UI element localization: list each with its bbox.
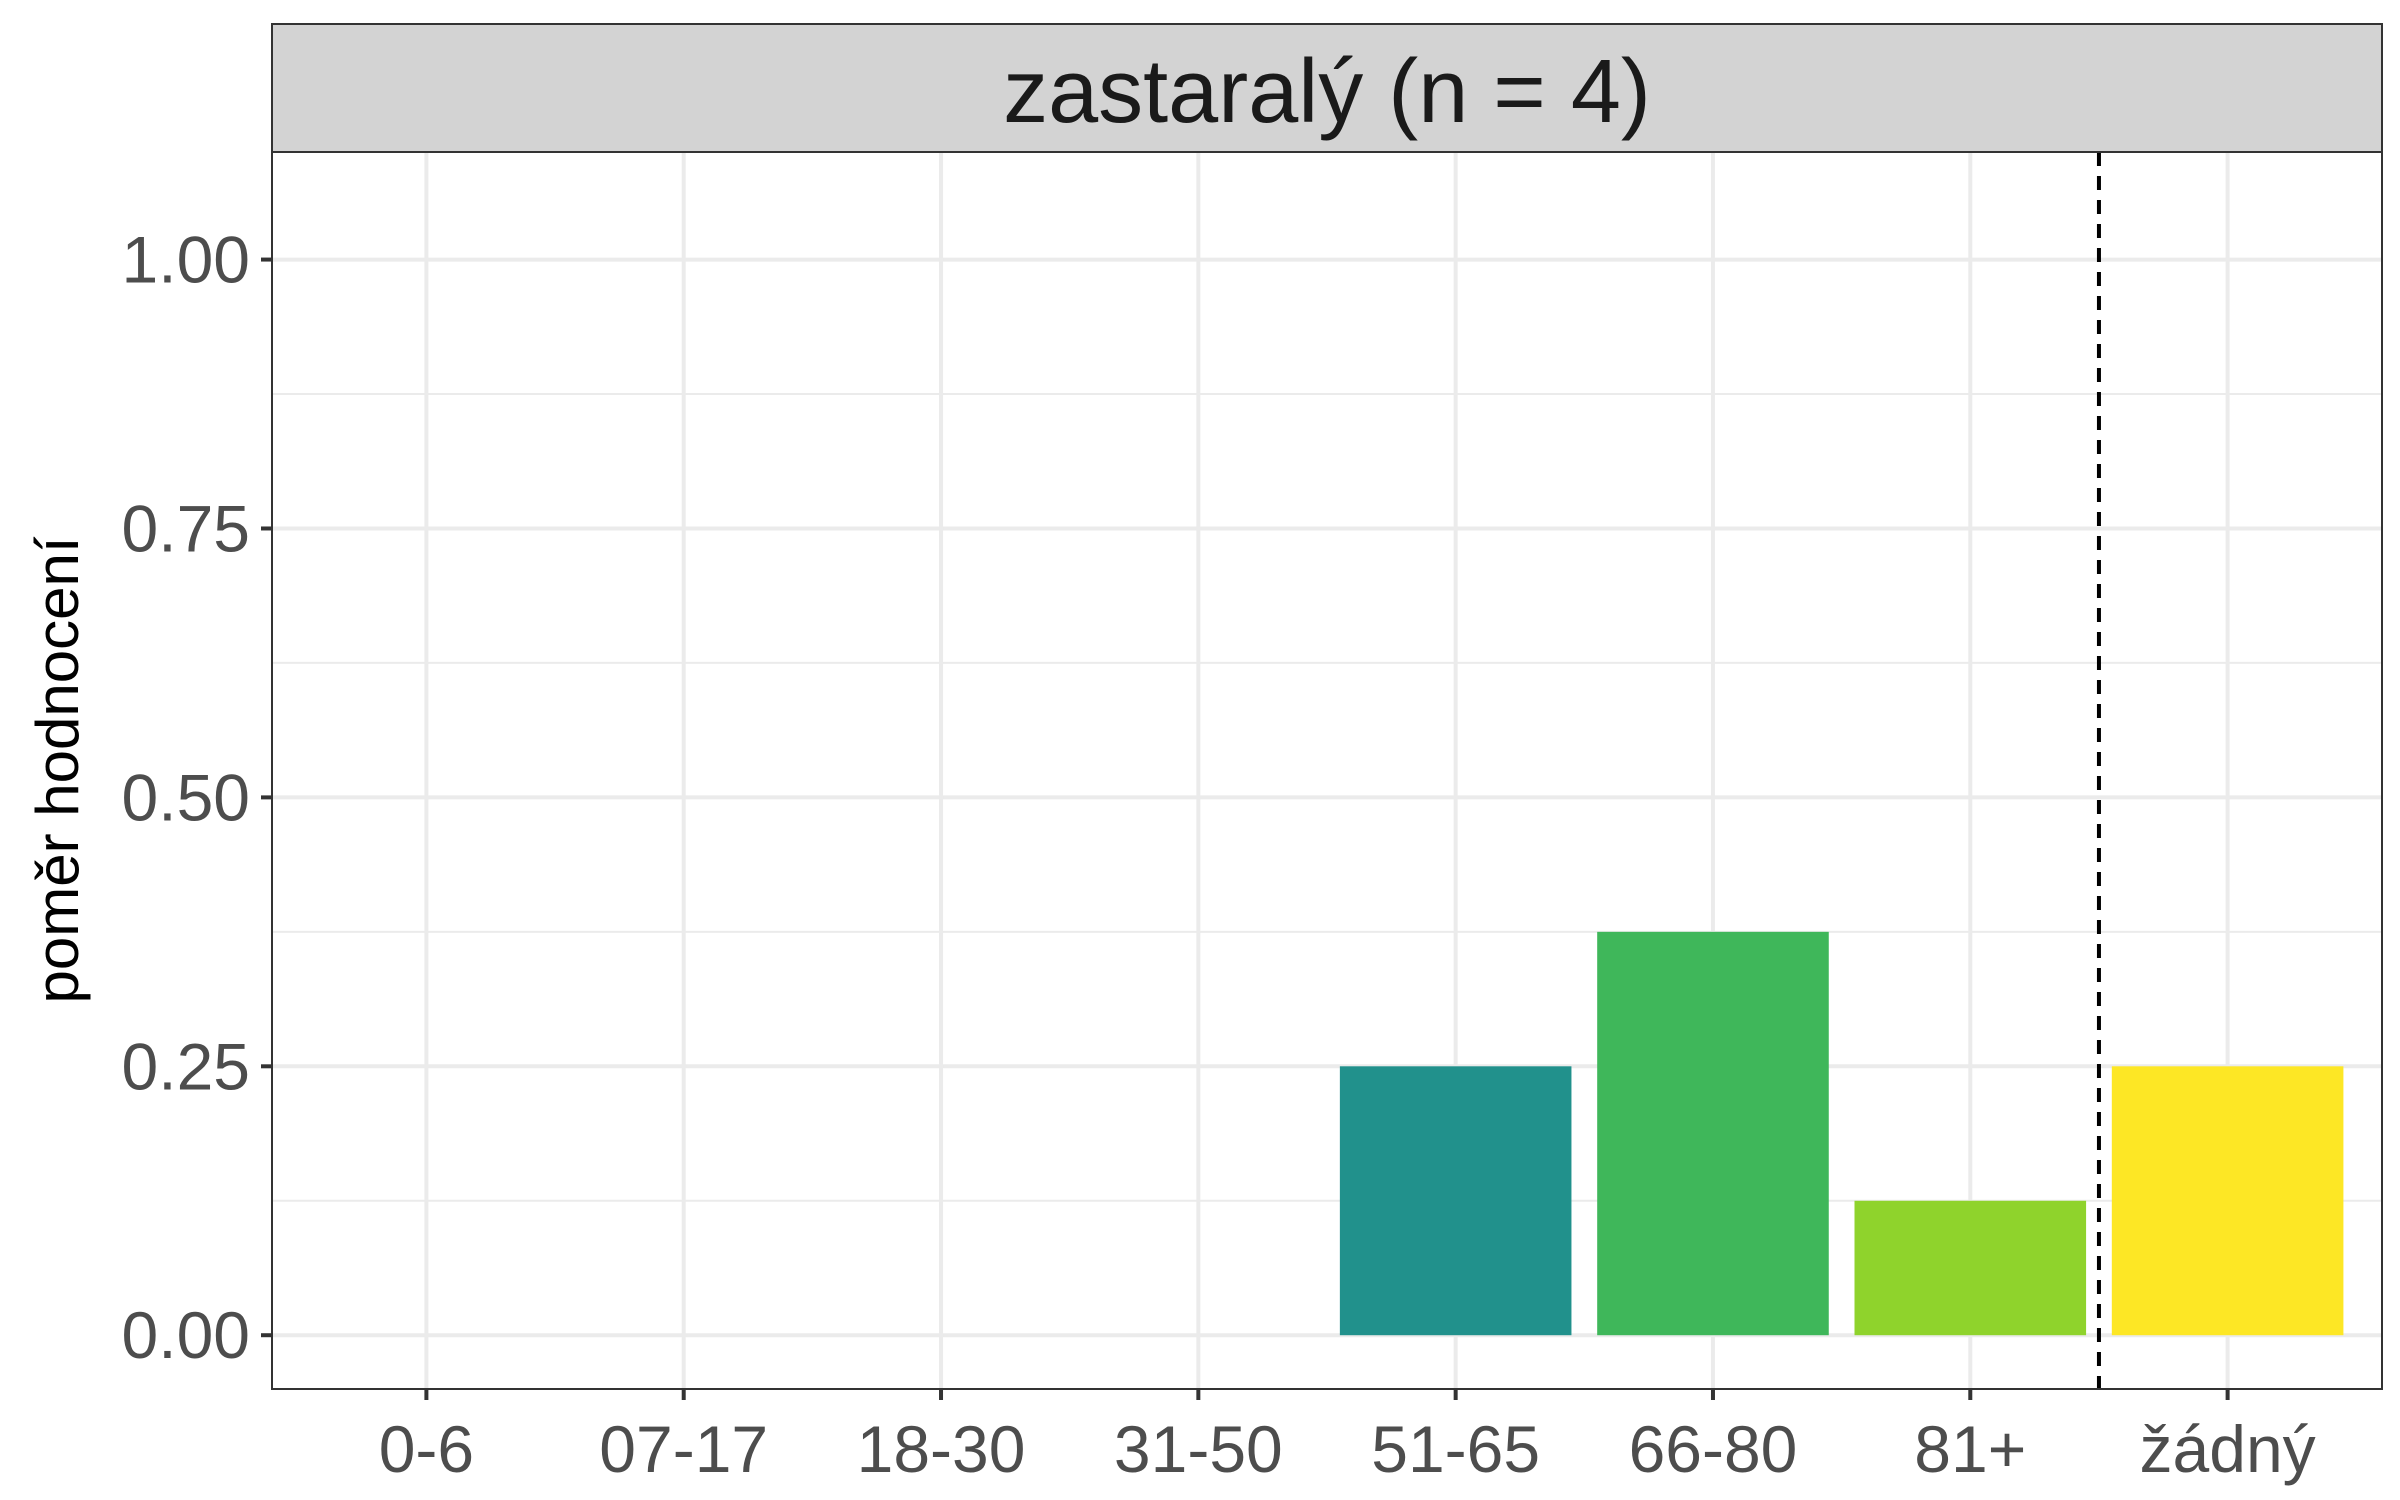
strip-background: [271, 23, 2383, 153]
x-axis: 0-6 07-17 18-30 31-50 51-65 66-80 81+ žádný: [379, 1389, 2316, 1486]
y-tick-label: 0.00: [122, 1298, 250, 1372]
x-tick-label: 66-80: [1629, 1412, 1798, 1486]
x-tick-label: 18-30: [857, 1412, 1026, 1486]
x-tick-label: 81+: [1914, 1412, 2026, 1486]
y-tick-label: 0.50: [122, 760, 250, 834]
bar: [1339, 1066, 1572, 1336]
bar: [1597, 931, 1829, 1336]
bar: [2111, 1066, 2344, 1336]
x-tick-label: 07-17: [599, 1412, 768, 1486]
x-tick-label: 31-50: [1114, 1412, 1283, 1486]
x-tick-label: 0-6: [379, 1412, 474, 1486]
bar: [1854, 1200, 2087, 1336]
y-axis: 0.00 0.25 0.50 0.75 1.00: [122, 223, 272, 1372]
y-axis-title: poměr hodnocení: [24, 536, 91, 1003]
grid: [272, 152, 2382, 1389]
x-tick-label: 51-65: [1371, 1412, 1540, 1486]
bars: [1339, 931, 2344, 1336]
y-tick-label: 1.00: [122, 223, 250, 297]
y-tick-label: 0.75: [122, 491, 250, 565]
strip-title: zastaralý (n = 4): [1003, 42, 1651, 142]
y-tick-label: 0.25: [122, 1029, 250, 1103]
x-tick-label: žádný: [2140, 1412, 2316, 1486]
